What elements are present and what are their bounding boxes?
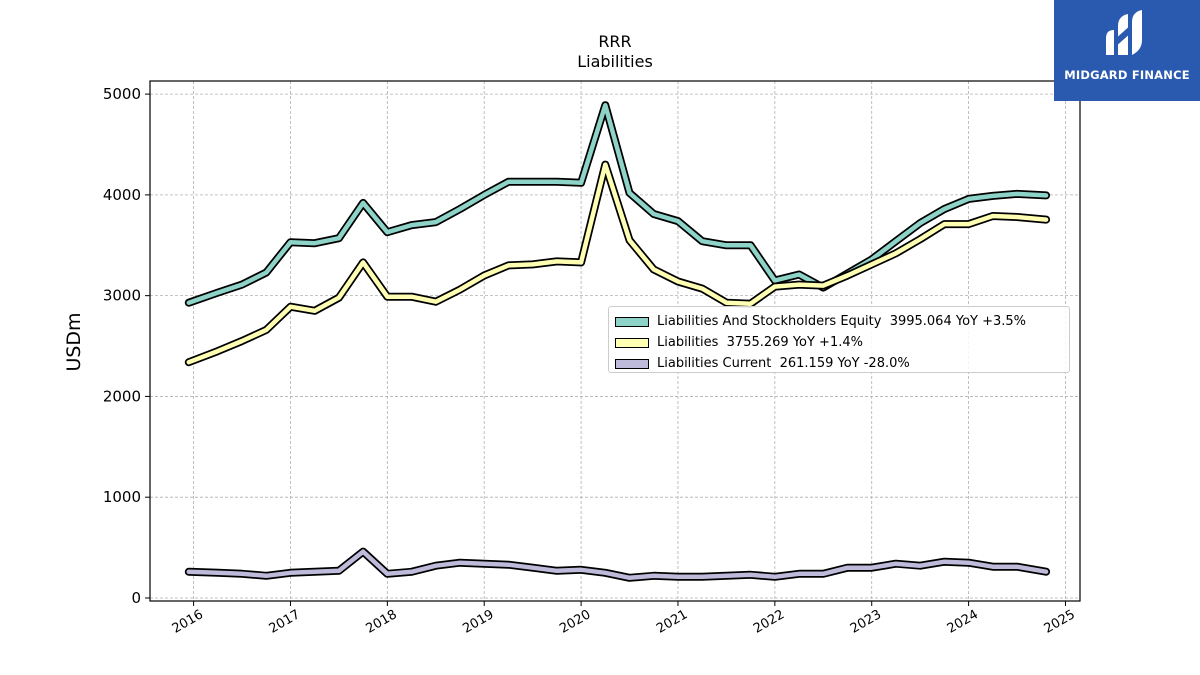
chart-subtitle: Liabilities — [577, 52, 653, 71]
logo-text: MIDGARD FINANCE — [1064, 68, 1190, 82]
legend-item: Liabilities 3755.269 YoY +1.4% — [613, 332, 1069, 353]
legend-label: Liabilities 3755.269 YoY +1.4% — [657, 335, 863, 350]
legend-label: Liabilities Current 261.159 YoY -28.0% — [657, 356, 910, 371]
legend-item: Liabilities And Stockholders Equity 3995… — [613, 311, 1069, 332]
plot-frame — [149, 80, 1081, 602]
series-liabilities-line — [186, 162, 1049, 365]
y-tick-label: 3000 — [103, 287, 141, 305]
y-tick-label: 5000 — [103, 85, 141, 103]
x-tick-label: 2017 — [267, 607, 303, 637]
y-tick-label: 2000 — [103, 387, 141, 405]
legend-label: Liabilities And Stockholders Equity 3995… — [657, 314, 1027, 329]
y-tick-label: 1000 — [103, 488, 141, 506]
y-axis-label: USDm — [63, 312, 85, 371]
y-tick-label: 0 — [131, 589, 141, 607]
x-tick-label: 2022 — [751, 607, 787, 637]
x-tick-label: 2019 — [460, 607, 496, 637]
legend-item: Liabilities Current 261.159 YoY -28.0% — [613, 353, 1069, 374]
logo-mark-icon — [1106, 10, 1142, 55]
legend-swatch-equity — [615, 316, 649, 327]
legend-swatch-current — [615, 358, 649, 369]
x-tick-label: 2024 — [945, 607, 981, 637]
x-tick-label: 2025 — [1042, 607, 1078, 637]
x-tick-label: 2020 — [557, 607, 593, 637]
x-tick-label: 2016 — [170, 607, 206, 637]
chart-title: RRR — [598, 32, 631, 51]
x-tick-label: 2021 — [654, 607, 690, 637]
series-layer — [184, 101, 1051, 582]
x-tick-label: 2018 — [364, 607, 400, 637]
chart-legend: Liabilities And Stockholders Equity 3995… — [608, 306, 1070, 373]
legend-swatch-liabilities — [615, 337, 649, 348]
midgard-finance-logo: MIDGARD FINANCE — [1054, 0, 1200, 101]
y-tick-label: 4000 — [103, 186, 141, 204]
x-tick-label: 2023 — [848, 607, 884, 637]
series-liabilities-current-line — [186, 549, 1049, 581]
series-liabilities-and-stockholders-equity-line — [186, 102, 1049, 305]
